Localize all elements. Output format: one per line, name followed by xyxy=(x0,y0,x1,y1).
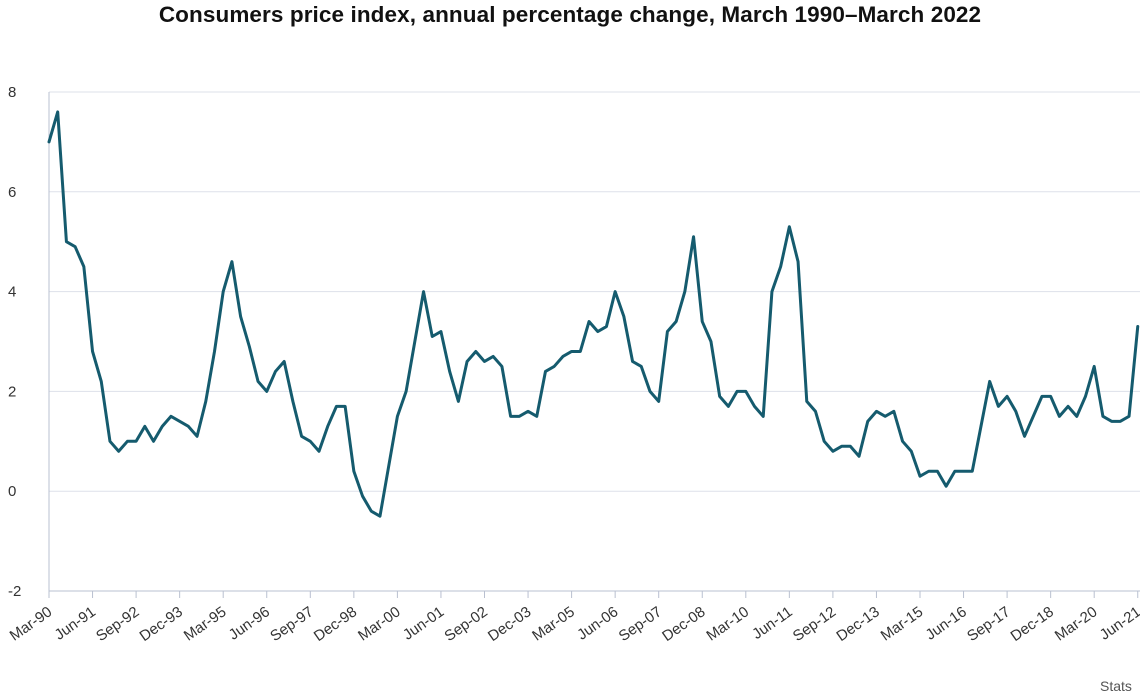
x-tick-label: Dec-98 xyxy=(311,603,360,645)
x-tick-label: Mar-20 xyxy=(1052,603,1101,644)
x-tick-label: Sep-02 xyxy=(441,603,490,645)
axes xyxy=(48,92,1140,598)
x-tick-label: Dec-13 xyxy=(833,603,882,645)
y-tick-labels: -2 0 2 4 6 8 xyxy=(8,84,21,600)
y-tick-label: 4 xyxy=(8,284,16,301)
x-tick-labels: Mar-90Jun-91Sep-92Dec-93Mar-95Jun-96Sep-… xyxy=(7,603,1140,645)
x-tick-label: Mar-00 xyxy=(355,603,404,644)
x-tick-label: Dec-18 xyxy=(1008,603,1057,645)
x-tick-label: Jun-16 xyxy=(923,603,970,643)
x-tick-label: Sep-07 xyxy=(616,603,665,645)
x-tick-label: Dec-93 xyxy=(137,603,186,645)
x-tick-label: Mar-90 xyxy=(7,603,56,644)
series-layer xyxy=(47,110,1140,518)
x-tick-label: Dec-08 xyxy=(659,603,708,645)
y-tick-label: 6 xyxy=(8,184,16,201)
series-line-cpi xyxy=(47,110,1140,518)
x-tick-label: Jun-06 xyxy=(574,603,621,643)
x-tick-label: Mar-15 xyxy=(878,603,927,644)
x-tick-label: Mar-05 xyxy=(529,603,578,644)
x-tick-label: Sep-12 xyxy=(790,603,839,645)
x-tick-label: Jun-21 xyxy=(1097,603,1140,643)
y-tick-label: -2 xyxy=(8,583,21,600)
y-tick-label: 2 xyxy=(8,383,16,400)
x-tick-label: Jun-91 xyxy=(52,603,99,643)
x-tick-label: Jun-01 xyxy=(400,603,447,643)
gridlines xyxy=(49,91,1140,492)
x-tick-label: Sep-17 xyxy=(964,603,1013,645)
x-tick-label: Sep-97 xyxy=(267,603,316,645)
chart-title: Consumers price index, annual percentage… xyxy=(158,2,982,27)
source-note: Stats xyxy=(1100,678,1132,694)
x-tick-label: Sep-92 xyxy=(93,603,142,645)
x-tick-label: Jun-96 xyxy=(226,603,273,643)
x-tick-label: Dec-03 xyxy=(485,603,534,645)
y-tick-label: 8 xyxy=(8,84,16,101)
x-tick-label: Jun-11 xyxy=(749,603,795,643)
y-tick-label: 0 xyxy=(8,483,16,500)
x-tick-label: Mar-10 xyxy=(703,603,752,644)
x-tick-label: Mar-95 xyxy=(181,603,230,644)
